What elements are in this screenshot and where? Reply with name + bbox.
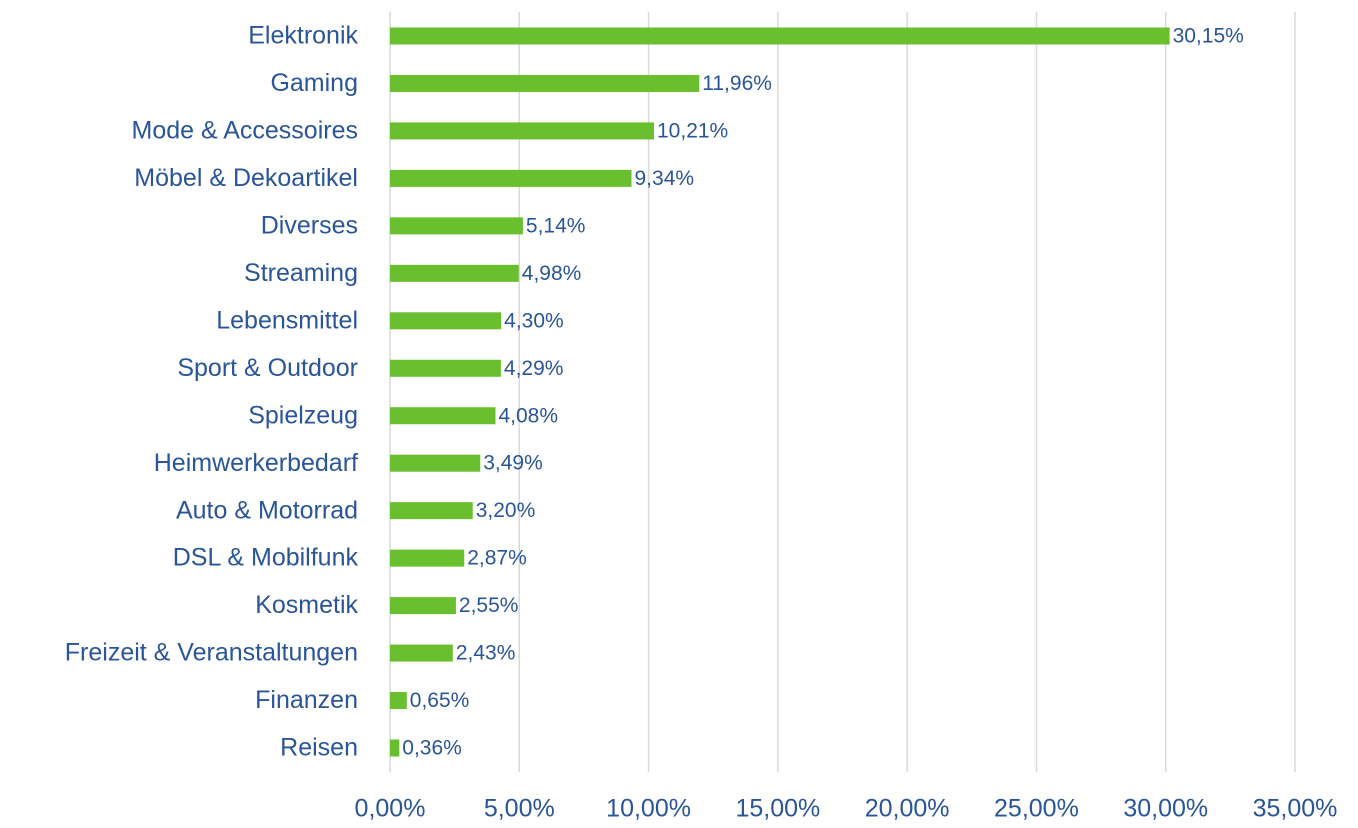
- x-tick-label: 15,00%: [735, 795, 820, 823]
- bar: [390, 549, 465, 567]
- y-tick-label: Heimwerkerbedarf: [154, 449, 358, 477]
- data-label: 3,20%: [476, 499, 536, 522]
- y-tick-label: Auto & Motorrad: [176, 496, 358, 524]
- bar: [390, 169, 632, 187]
- x-tick-label: 20,00%: [865, 795, 950, 823]
- x-tick-label: 10,00%: [606, 795, 691, 823]
- y-tick-label: Mode & Accessoires: [132, 117, 359, 145]
- data-label: 2,55%: [459, 594, 519, 617]
- y-tick-label: DSL & Mobilfunk: [173, 544, 359, 572]
- bar: [390, 264, 519, 282]
- bar: [390, 692, 407, 710]
- bar: [390, 644, 453, 662]
- y-tick-label: Diverses: [261, 211, 358, 239]
- data-label: 4,29%: [504, 357, 564, 380]
- bar: [390, 407, 496, 425]
- y-tick-label: Kosmetik: [255, 591, 358, 619]
- data-label: 2,87%: [467, 547, 527, 570]
- data-label: 0,65%: [410, 689, 470, 712]
- data-label: 4,98%: [522, 262, 582, 285]
- data-label: 4,30%: [504, 309, 564, 332]
- y-tick-label: Möbel & Dekoartikel: [134, 164, 358, 192]
- data-label: 3,49%: [483, 452, 543, 475]
- bar: [390, 502, 473, 520]
- y-tick-label: Finanzen: [255, 686, 358, 714]
- bar: [390, 27, 1170, 45]
- bar: [390, 217, 523, 235]
- y-tick-label: Spielzeug: [248, 401, 358, 429]
- bar: [390, 74, 700, 92]
- bar: [390, 359, 501, 377]
- data-label: 30,15%: [1173, 25, 1244, 48]
- data-label: 10,21%: [657, 119, 728, 142]
- x-tick-label: 0,00%: [355, 795, 426, 823]
- y-tick-label: Sport & Outdoor: [177, 354, 358, 382]
- y-tick-label: Elektronik: [248, 22, 358, 50]
- y-tick-label: Gaming: [270, 69, 358, 97]
- data-label: 0,36%: [402, 737, 462, 760]
- x-tick-label: 25,00%: [994, 795, 1079, 823]
- bar: [390, 122, 655, 140]
- bar: [390, 454, 481, 472]
- data-label: 4,08%: [498, 404, 558, 427]
- data-label: 5,14%: [526, 214, 586, 237]
- data-label: 9,34%: [635, 167, 695, 190]
- y-tick-label: Reisen: [280, 734, 358, 762]
- x-tick-label: 35,00%: [1253, 795, 1338, 823]
- x-tick-label: 5,00%: [484, 795, 555, 823]
- y-tick-label: Streaming: [244, 259, 358, 287]
- bar: [390, 739, 400, 757]
- data-label: 2,43%: [456, 642, 516, 665]
- x-tick-label: 30,00%: [1123, 795, 1208, 823]
- data-label: 11,96%: [702, 72, 772, 95]
- y-tick-label: Lebensmittel: [216, 306, 358, 334]
- bar: [390, 312, 502, 330]
- bar: [390, 597, 456, 615]
- y-tick-label: Freizeit & Veranstaltungen: [65, 639, 358, 667]
